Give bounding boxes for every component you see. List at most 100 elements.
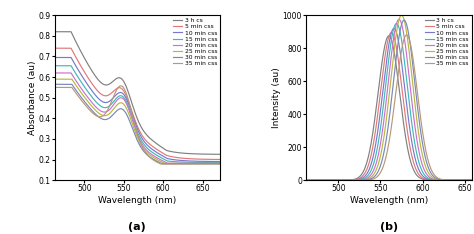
20 min css [409,99,415,102]
5 min css [157,150,163,153]
3 h cs [148,138,154,140]
20 min css [62,72,67,74]
Line: 10 min css: 10 min css [55,58,220,161]
Line: 10 min css: 10 min css [306,28,472,180]
5 min css [68,47,74,50]
5 min css [303,179,309,182]
10 min css [177,159,183,162]
35 min css [409,49,415,52]
5 min css [313,179,319,182]
30 min css [400,21,405,24]
X-axis label: Wavelength (nm): Wavelength (nm) [350,196,428,205]
15 min css [148,150,154,153]
3 h cs [217,153,223,156]
10 min css [400,68,405,70]
30 min css [313,179,319,182]
35 min css [217,163,223,165]
5 min css [429,179,435,181]
35 min css [152,160,158,163]
X-axis label: Wavelength (nm): Wavelength (nm) [98,196,176,205]
30 min css [446,179,452,182]
20 min css [52,72,57,74]
3 h cs [446,179,452,182]
5 min css [194,158,200,161]
35 min css [118,84,124,87]
Line: 30 min css: 30 min css [55,84,220,164]
25 min css [303,179,309,182]
15 min css [313,179,319,182]
20 min css [148,153,154,155]
Text: (b): (b) [380,222,398,232]
3 h cs [386,34,392,37]
Line: 30 min css: 30 min css [306,20,472,180]
10 min css [194,160,200,163]
5 min css [217,158,223,161]
15 min css [177,161,183,163]
3 h cs [404,143,410,146]
15 min css [217,161,223,164]
Line: 20 min css: 20 min css [306,19,472,180]
20 min css [303,179,309,182]
35 min css [446,179,452,182]
30 min css [194,162,200,165]
3 h cs [62,30,67,33]
10 min css [68,56,74,59]
15 min css [194,161,200,164]
15 min css [393,22,399,25]
5 min css [446,179,452,182]
25 min css [62,78,67,80]
15 min css [303,179,309,182]
15 min css [400,44,405,47]
15 min css [404,80,410,83]
30 min css [303,179,309,182]
25 min css [177,162,183,165]
25 min css [429,176,435,179]
25 min css [194,162,200,165]
30 min css [429,173,435,176]
15 min css [52,64,57,67]
15 min css [152,153,158,156]
5 min css [62,47,67,50]
35 min css [303,179,309,182]
35 min css [400,45,405,48]
3 h cs [157,145,163,148]
10 min css [469,179,474,182]
Y-axis label: Intensity (au): Intensity (au) [272,67,281,128]
35 min css [148,157,154,160]
20 min css [152,155,158,158]
3 h cs [177,151,183,154]
5 min css [152,147,158,150]
5 min css [469,179,474,182]
5 min css [177,157,183,159]
15 min css [446,179,452,182]
10 min css [303,179,309,182]
Line: 15 min css: 15 min css [55,66,220,163]
30 min css [404,24,410,27]
3 h cs [409,164,415,167]
35 min css [194,163,200,165]
10 min css [62,56,67,59]
5 min css [148,144,154,146]
30 min css [177,162,183,165]
25 min css [399,14,404,17]
25 min css [446,179,452,182]
35 min css [469,179,474,182]
25 min css [217,162,223,165]
20 min css [429,177,435,180]
25 min css [400,14,405,17]
Line: 25 min css: 25 min css [55,79,220,164]
35 min css [177,163,183,165]
15 min css [68,64,74,67]
Line: 3 h cs: 3 h cs [55,32,220,154]
30 min css [62,83,67,86]
10 min css [148,147,154,150]
25 min css [69,78,74,80]
15 min css [469,179,474,182]
20 min css [400,26,405,29]
30 min css [157,161,163,164]
30 min css [409,55,415,58]
30 min css [69,83,74,86]
20 min css [404,55,410,58]
10 min css [429,179,435,181]
3 h cs [429,179,435,182]
